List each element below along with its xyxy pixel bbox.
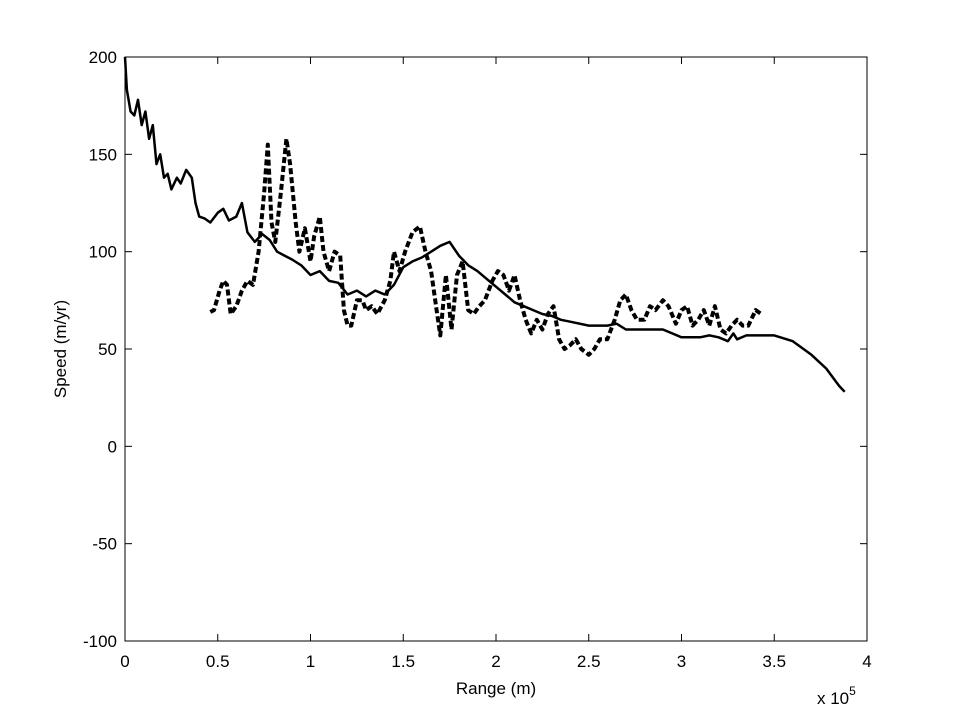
x-tick-label: 2 <box>491 652 500 671</box>
axes-box <box>124 56 868 642</box>
y-axis-label: Speed (m/yr) <box>51 300 70 398</box>
x-tick-label: 3 <box>677 652 686 671</box>
y-tick-label: 100 <box>89 243 117 262</box>
x-tick-label: 1 <box>306 652 315 671</box>
y-tick-label: 150 <box>89 145 117 164</box>
x-tick-label: 0.5 <box>206 652 230 671</box>
y-tick-label: 50 <box>98 340 117 359</box>
x-tick-label: 0 <box>120 652 129 671</box>
x-multiplier-exponent: 5 <box>849 684 856 698</box>
x-multiplier-base: x 10 <box>817 689 849 708</box>
line-series <box>123 56 846 393</box>
y-tick-label: -50 <box>92 535 117 554</box>
line-series <box>209 136 763 357</box>
x-tick-label: 3.5 <box>762 652 786 671</box>
x-tick-label: 2.5 <box>577 652 601 671</box>
y-tick-label: -100 <box>83 632 117 651</box>
x-tick-label: 1.5 <box>391 652 415 671</box>
x-multiplier: x 105 <box>817 684 856 708</box>
x-axis-label: Range (m) <box>456 679 536 698</box>
x-tick-label: 4 <box>862 652 871 671</box>
y-tick-label: 0 <box>108 437 117 456</box>
y-tick-label: 200 <box>89 48 117 67</box>
